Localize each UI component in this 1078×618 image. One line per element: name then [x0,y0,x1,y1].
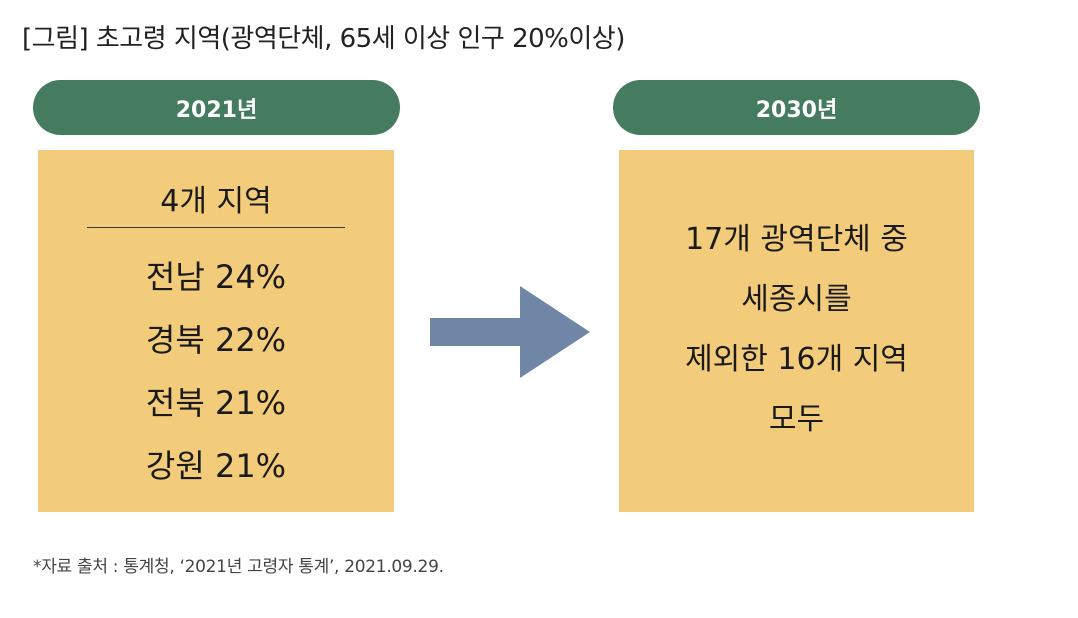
list-item: 강원 21% [145,447,287,485]
list-item: 전남 24% [145,258,287,296]
left-panel-header: 4개 지역 [160,184,272,219]
figure-title: [그림] 초고령 지역(광역단체, 65세 이상 인구 20%이상) [22,24,625,54]
divider-line [87,227,345,228]
right-panel: 17개 광역단체 중 세종시를 제외한 16개 지역 모두 [619,150,974,512]
source-footnote: *자료 출처 : 통계청, ‘2021년 고령자 통계’, 2021.09.29… [33,557,444,577]
result-line: 17개 광역단체 중 [685,222,908,257]
result-line: 모두 [768,402,825,437]
result-line: 제외한 16개 지역 [685,342,908,377]
year-label-2030: 2030년 [613,80,980,135]
right-arrow-icon [430,286,590,378]
result-line: 세종시를 [741,282,852,317]
list-item: 경북 22% [145,321,287,359]
region-list: 전남 24% 경북 22% 전북 21% 강원 21% [38,246,394,498]
left-panel: 4개 지역 전남 24% 경북 22% 전북 21% 강원 21% [38,150,394,512]
year-label-2021: 2021년 [33,80,400,135]
result-text: 17개 광역단체 중 세종시를 제외한 16개 지역 모두 [619,210,974,450]
list-item: 전북 21% [145,384,287,422]
